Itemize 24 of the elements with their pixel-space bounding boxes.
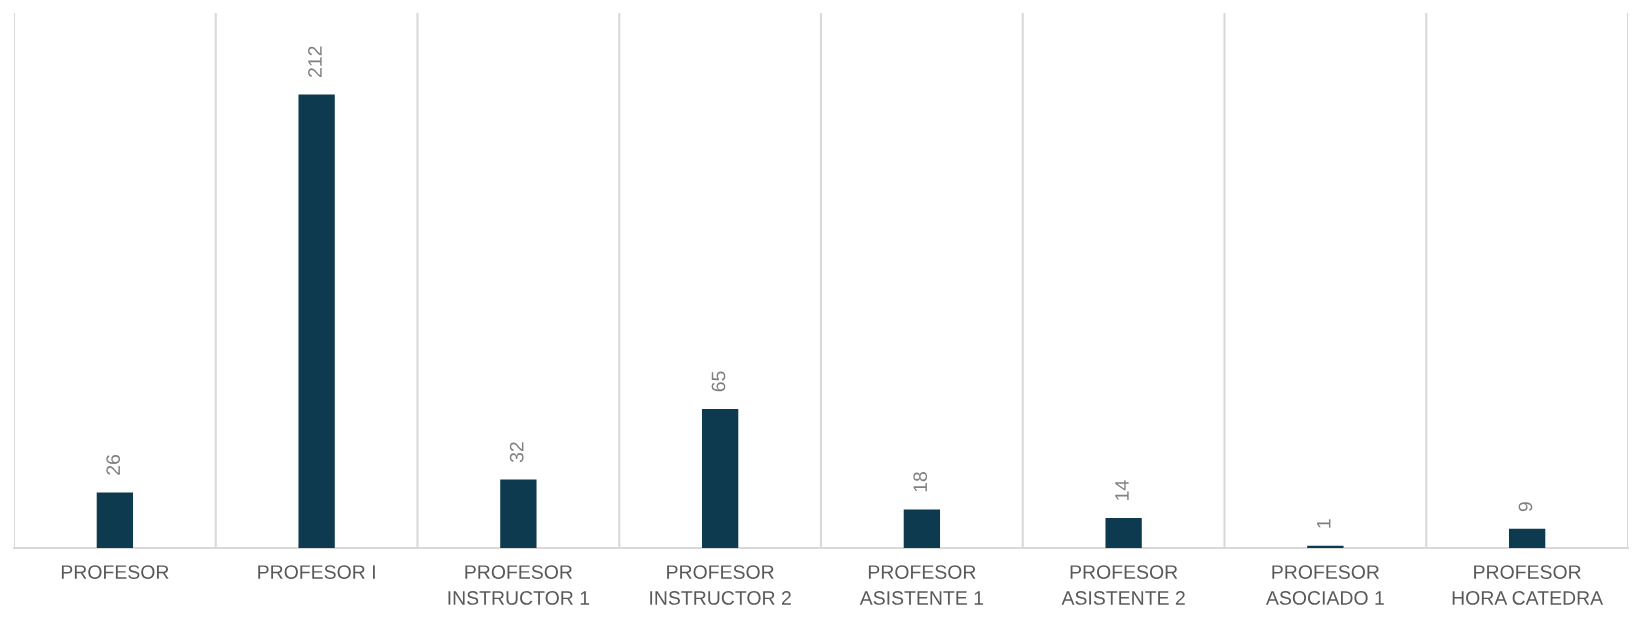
x-tick-label: PROFESOR ASISTENTE 1 [859,565,984,605]
x-tick-label: PROFESOR INSTRUCTOR 1 [448,565,590,605]
x-tick-label: PROFESOR [61,565,169,579]
bar [500,479,537,548]
data-label: 18 [913,472,928,492]
bar [1105,518,1142,548]
data-label: 212 [308,46,322,77]
data-label: 9 [1518,502,1533,512]
bar [96,492,134,548]
bar [701,408,739,548]
data-label: 65 [711,371,726,392]
x-tick-label: PROFESOR HORA CATEDRA [1452,565,1604,605]
x-tick-label: PROFESOR ASISTENTE 2 [1061,565,1185,605]
bar [903,509,941,548]
bar [1307,545,1344,548]
data-label: 32 [509,442,524,463]
bar [298,94,335,548]
x-tick-label: PROFESOR I [258,565,375,579]
bar [1508,528,1546,548]
data-label: 1 [1317,519,1331,528]
x-tick-label: PROFESOR ASOCIADO 1 [1265,565,1384,605]
data-label: 14 [1115,480,1129,500]
x-tick-label: PROFESOR INSTRUCTOR 2 [650,565,791,605]
data-label: 26 [106,454,121,475]
